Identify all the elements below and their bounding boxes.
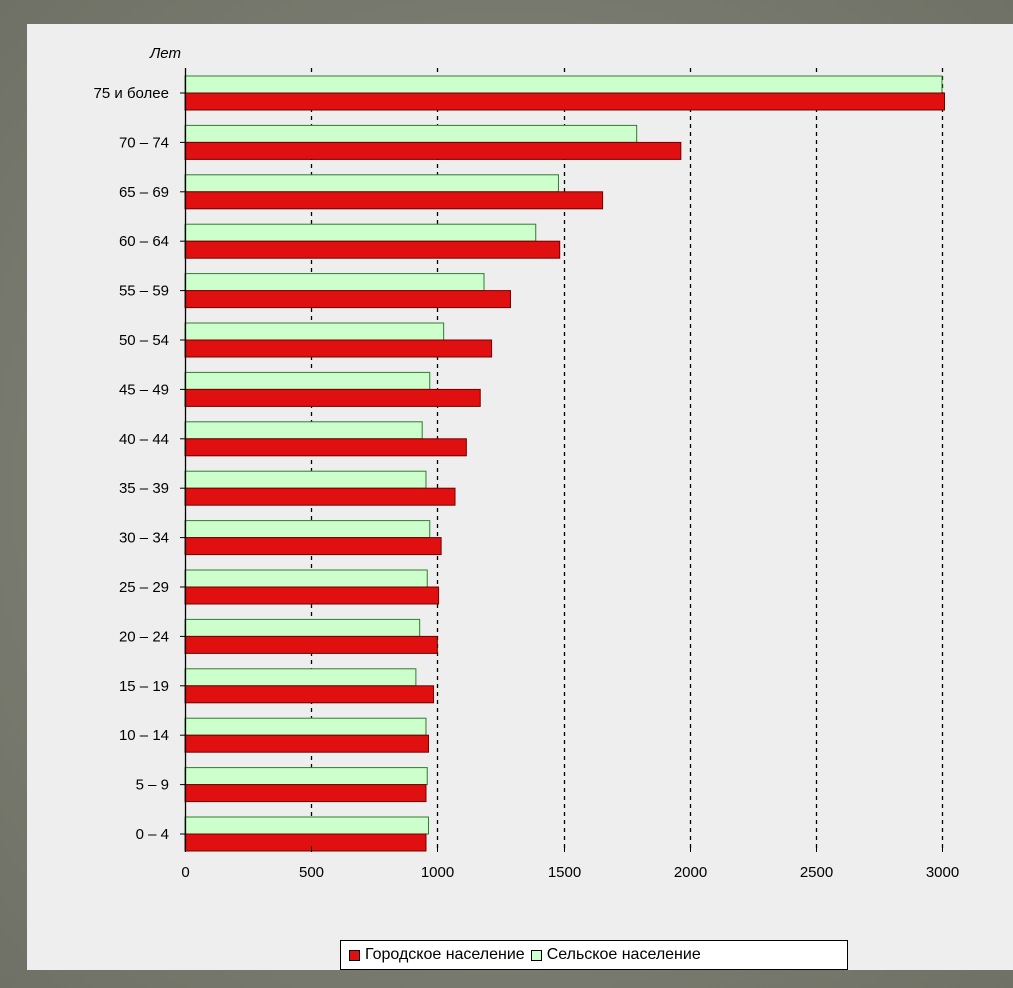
bar-rural [184,124,638,143]
bar-rural [184,223,537,242]
x-tick-label: 3000 [926,864,959,881]
bar-urban [184,635,438,654]
x-tick-label: 1500 [548,864,581,881]
bar-rural [184,371,431,390]
bar-urban [184,784,427,803]
y-tick-label: 25 – 29 [119,579,169,596]
y-tick-label: 70 – 74 [119,134,169,151]
y-tick-label: 5 – 9 [136,777,169,794]
bar-rural [184,273,485,292]
y-tick-label: 50 – 54 [119,332,169,349]
y-unit-label: Лет [149,45,181,62]
bar-rural [184,717,427,736]
y-tick-label: 55 – 59 [119,283,169,300]
bar-rural [184,470,427,489]
bar-urban [184,290,512,309]
y-tick-label: 45 – 49 [119,381,169,398]
legend-swatch-rural [530,949,542,961]
bar-rural [184,668,417,687]
bar-urban [184,92,946,111]
bar-urban [184,191,604,210]
bar-rural [184,569,428,588]
bar-urban [184,537,442,556]
bars [184,75,946,852]
y-tick-label: 75 и более [94,85,169,102]
y-tick-label: 65 – 69 [119,184,169,201]
legend-item-rural: Сельское население [530,946,701,964]
population-bar-chart: Лет 75 и более 70 – 74 65 – 69 60 – 64 55 – … [94,45,960,881]
bar-urban [184,586,440,605]
legend-label-rural: Сельское население [546,946,701,963]
bar-urban [184,833,427,852]
bar-urban [184,141,682,160]
bar-rural [184,421,423,440]
x-tick-label: 2500 [800,864,833,881]
bar-rural [184,520,431,539]
bar-rural [184,322,445,341]
y-tick-label: 40 – 44 [119,431,169,448]
legend-item-urban: Городское население [349,946,525,964]
bar-urban [184,487,456,506]
y-tick-label: 10 – 14 [119,727,169,744]
bar-rural [184,618,421,637]
x-tick-label: 0 [181,864,189,881]
bar-urban [184,240,561,259]
bar-urban [184,388,481,407]
bar-urban [184,339,493,358]
y-tick-label: 15 – 19 [119,678,169,695]
bar-urban [184,685,435,704]
legend: Городское население Сельское население [340,940,848,970]
x-tick-label: 500 [299,864,324,881]
bar-rural [184,767,428,786]
bar-urban [184,438,467,457]
y-tick-label: 60 – 64 [119,233,169,250]
x-tick-labels: 0 500 1000 1500 2000 2500 3000 [181,864,959,881]
bar-rural [184,174,559,193]
bar-urban [184,734,430,753]
x-tick-label: 1000 [421,864,454,881]
chart-panel: Лет 75 и более 70 – 74 65 – 69 60 – 64 55 – … [27,24,1013,970]
y-tick-labels: 75 и более 70 – 74 65 – 69 60 – 64 55 – 59 50… [94,85,169,843]
y-tick-label: 20 – 24 [119,628,169,645]
axes [180,68,943,852]
bar-rural [184,816,430,835]
y-tick-label: 35 – 39 [119,480,169,497]
y-tick-label: 30 – 34 [119,530,169,547]
y-tick-label: 0 – 4 [136,826,169,843]
legend-swatch-urban [349,949,360,961]
legend-label-urban: Городское население [365,946,525,963]
bar-rural [184,75,943,94]
x-tick-label: 2000 [674,864,707,881]
